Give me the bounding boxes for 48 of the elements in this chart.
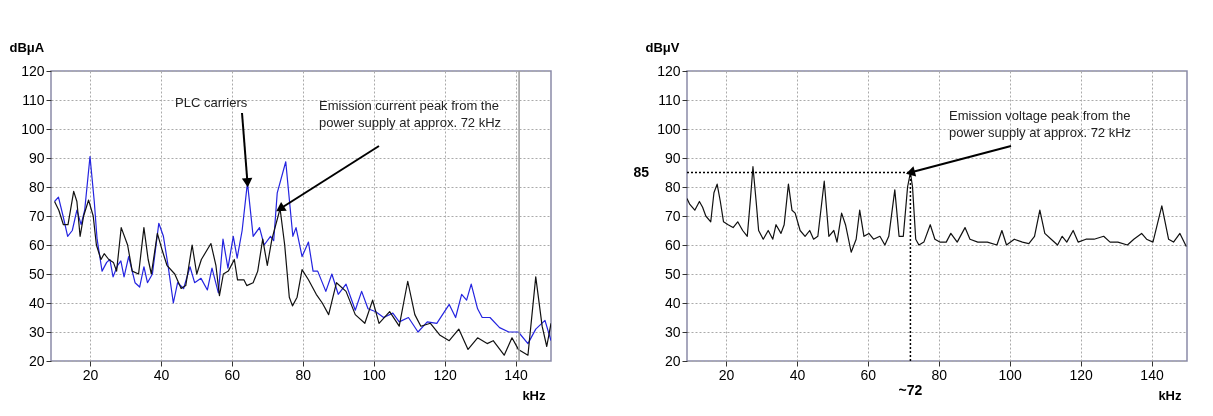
y-tick-label: 30	[664, 323, 681, 340]
y-tick-label: 40	[664, 294, 681, 311]
x-tick-label: 80	[931, 366, 948, 383]
y-tick-label: 20	[28, 352, 45, 369]
y-tick-label: 30	[28, 323, 45, 340]
x-tick-label: 100	[362, 366, 387, 383]
ref-line-label: ~72	[898, 382, 923, 398]
x-tick-label: 20	[718, 366, 735, 383]
x-tick-label: 140	[504, 366, 528, 383]
x-tick-label: 20	[82, 366, 99, 383]
x-axis-title: kHz	[1158, 387, 1182, 403]
y-tick-label: 100	[21, 120, 45, 137]
annotation: Emission voltage peak from the power supply at approx. 72 kHz	[949, 108, 1132, 140]
y-tick-label: 50	[664, 265, 681, 282]
line-series	[53, 190, 551, 356]
y-tick-label: 80	[664, 178, 681, 195]
x-tick-label: 140	[1140, 366, 1164, 383]
y-axis-title: dBμV	[645, 39, 680, 55]
x-tick-label: 60	[224, 366, 241, 383]
x-tick-label: 40	[789, 366, 806, 383]
y-tick-label: 90	[28, 149, 45, 166]
line-series	[687, 166, 1187, 253]
y-tick-label: 90	[664, 149, 681, 166]
annotation: PLC carriers	[175, 95, 248, 110]
y-tick-label: 100	[657, 120, 681, 137]
annotation: Emission current peak from the power supply at approx. 72 kHz	[319, 98, 502, 130]
y-tick-label: 120	[21, 62, 45, 79]
x-tick-label: 40	[153, 366, 170, 383]
x-tick-label: 120	[433, 366, 458, 383]
y-tick-label: 60	[28, 236, 45, 253]
y-tick-label: 60	[664, 236, 681, 253]
y-tick-label: 110	[22, 91, 45, 108]
x-tick-label: 100	[998, 366, 1023, 383]
y-axis-title: dBμA	[9, 39, 45, 55]
x-tick-label: 120	[1069, 366, 1094, 383]
y-tick-label: 70	[28, 207, 45, 224]
x-axis-title: kHz	[522, 387, 546, 403]
x-tick-label: 80	[295, 366, 312, 383]
y-tick-label: 80	[28, 178, 45, 195]
line-series	[53, 155, 551, 345]
ref-line-label: 85	[633, 163, 650, 180]
y-tick-label: 110	[658, 91, 681, 108]
y-tick-label: 20	[664, 352, 681, 369]
y-tick-label: 70	[664, 207, 681, 224]
y-tick-label: 40	[28, 294, 45, 311]
x-tick-label: 60	[860, 366, 877, 383]
y-tick-label: 120	[657, 62, 681, 79]
y-tick-label: 50	[28, 265, 45, 282]
